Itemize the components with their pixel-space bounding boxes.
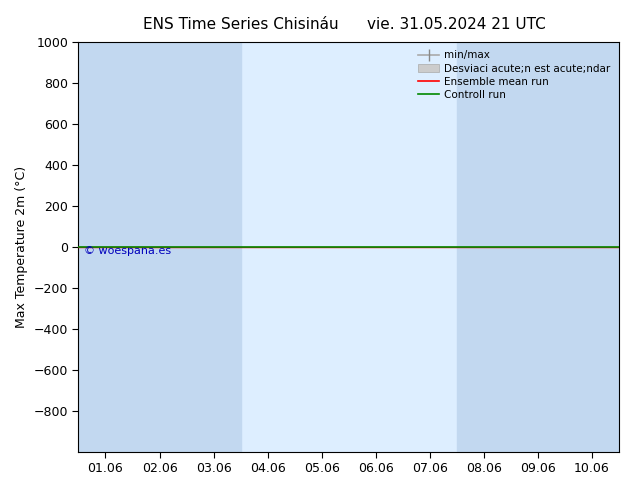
- Legend: min/max, Desviaci acute;n est acute;ndar, Ensemble mean run, Controll run: min/max, Desviaci acute;n est acute;ndar…: [415, 47, 614, 103]
- Bar: [565, 42, 619, 452]
- Bar: [511, 42, 565, 452]
- Text: ENS Time Series Chisináu: ENS Time Series Chisináu: [143, 17, 339, 32]
- Bar: [133, 42, 186, 452]
- Text: © woespana.es: © woespana.es: [84, 246, 171, 256]
- Bar: [186, 42, 241, 452]
- Bar: [457, 42, 511, 452]
- Y-axis label: Max Temperature 2m (°C): Max Temperature 2m (°C): [15, 166, 28, 328]
- Text: vie. 31.05.2024 21 UTC: vie. 31.05.2024 21 UTC: [367, 17, 546, 32]
- Bar: [79, 42, 133, 452]
